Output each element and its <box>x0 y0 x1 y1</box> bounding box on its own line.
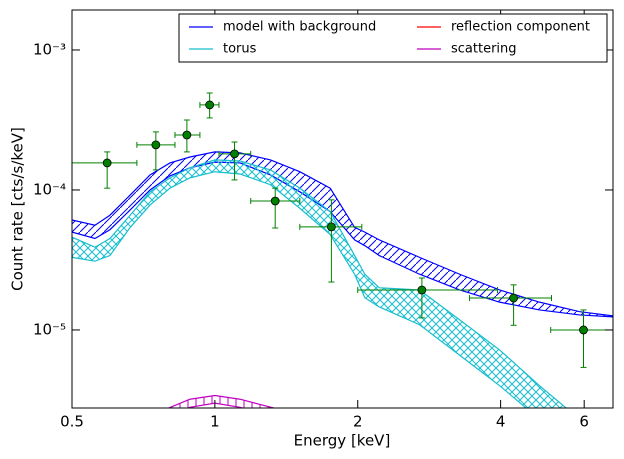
data-point <box>326 222 336 232</box>
legend-box <box>178 13 608 63</box>
legend-label: torus <box>223 42 257 57</box>
band-fill <box>72 159 567 408</box>
plot-frame <box>71 9 614 409</box>
data-point <box>205 100 215 110</box>
x-tick-label: 1 <box>210 413 220 431</box>
x-tick-label: 4 <box>496 413 506 431</box>
data-point <box>270 196 280 206</box>
x-tick-label: 2 <box>353 413 363 431</box>
legend-label: scattering <box>451 42 517 57</box>
overlay: 0.5 1 2 4 6 10⁻⁵ 10⁻⁴ 10⁻³ model with background… <box>33 9 614 431</box>
legend-label: reflection component <box>451 20 590 35</box>
band-edge <box>167 394 277 408</box>
data-point <box>230 149 239 159</box>
y-tick-label: 10⁻³ <box>33 40 66 58</box>
y-axis-label: Count rate [cts/s/keV] <box>9 127 27 291</box>
data-point <box>102 158 112 168</box>
data-point <box>579 325 588 335</box>
y-tick-label: 10⁻⁴ <box>33 180 66 198</box>
x-tick-label: 0.5 <box>60 413 84 431</box>
data-point <box>509 293 518 303</box>
x-tick-label: 6 <box>579 413 589 431</box>
legend-label: model with background <box>223 20 376 35</box>
data-point <box>417 285 427 295</box>
band-edge <box>72 159 568 408</box>
x-axis-label: Energy [keV] <box>294 432 391 450</box>
data-point <box>151 140 161 150</box>
y-tick-label: 10⁻⁵ <box>33 320 66 338</box>
band-edge <box>72 151 613 317</box>
data-point <box>182 130 192 140</box>
band-edge <box>72 171 528 408</box>
